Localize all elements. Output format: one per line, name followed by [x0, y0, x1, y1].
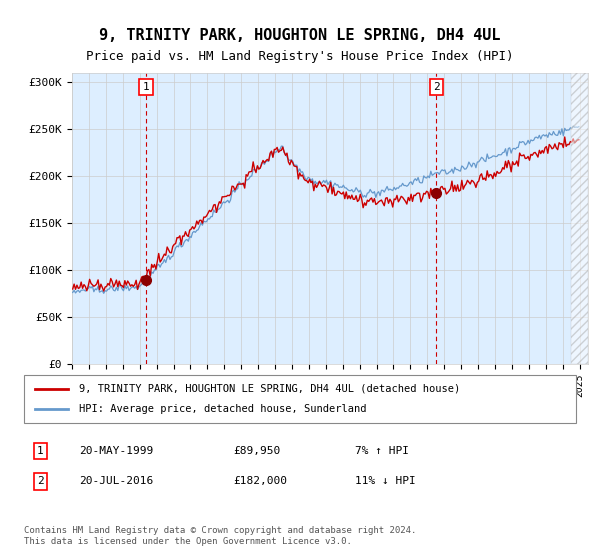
Text: Price paid vs. HM Land Registry's House Price Index (HPI): Price paid vs. HM Land Registry's House … — [86, 50, 514, 63]
Text: 2: 2 — [37, 476, 44, 486]
Text: 20-MAY-1999: 20-MAY-1999 — [79, 446, 154, 456]
Text: 9, TRINITY PARK, HOUGHTON LE SPRING, DH4 4UL: 9, TRINITY PARK, HOUGHTON LE SPRING, DH4… — [99, 28, 501, 43]
Text: 20-JUL-2016: 20-JUL-2016 — [79, 476, 154, 486]
Text: 1: 1 — [143, 82, 149, 92]
Text: £89,950: £89,950 — [234, 446, 281, 456]
Text: 11% ↓ HPI: 11% ↓ HPI — [355, 476, 416, 486]
Polygon shape — [571, 73, 588, 364]
Text: 9, TRINITY PARK, HOUGHTON LE SPRING, DH4 4UL (detached house): 9, TRINITY PARK, HOUGHTON LE SPRING, DH4… — [79, 384, 460, 394]
Text: Contains HM Land Registry data © Crown copyright and database right 2024.
This d: Contains HM Land Registry data © Crown c… — [24, 526, 416, 546]
Text: HPI: Average price, detached house, Sunderland: HPI: Average price, detached house, Sund… — [79, 404, 367, 414]
Text: 7% ↑ HPI: 7% ↑ HPI — [355, 446, 409, 456]
FancyBboxPatch shape — [24, 375, 576, 423]
Text: 2: 2 — [433, 82, 440, 92]
Text: £182,000: £182,000 — [234, 476, 288, 486]
Text: 1: 1 — [37, 446, 44, 456]
